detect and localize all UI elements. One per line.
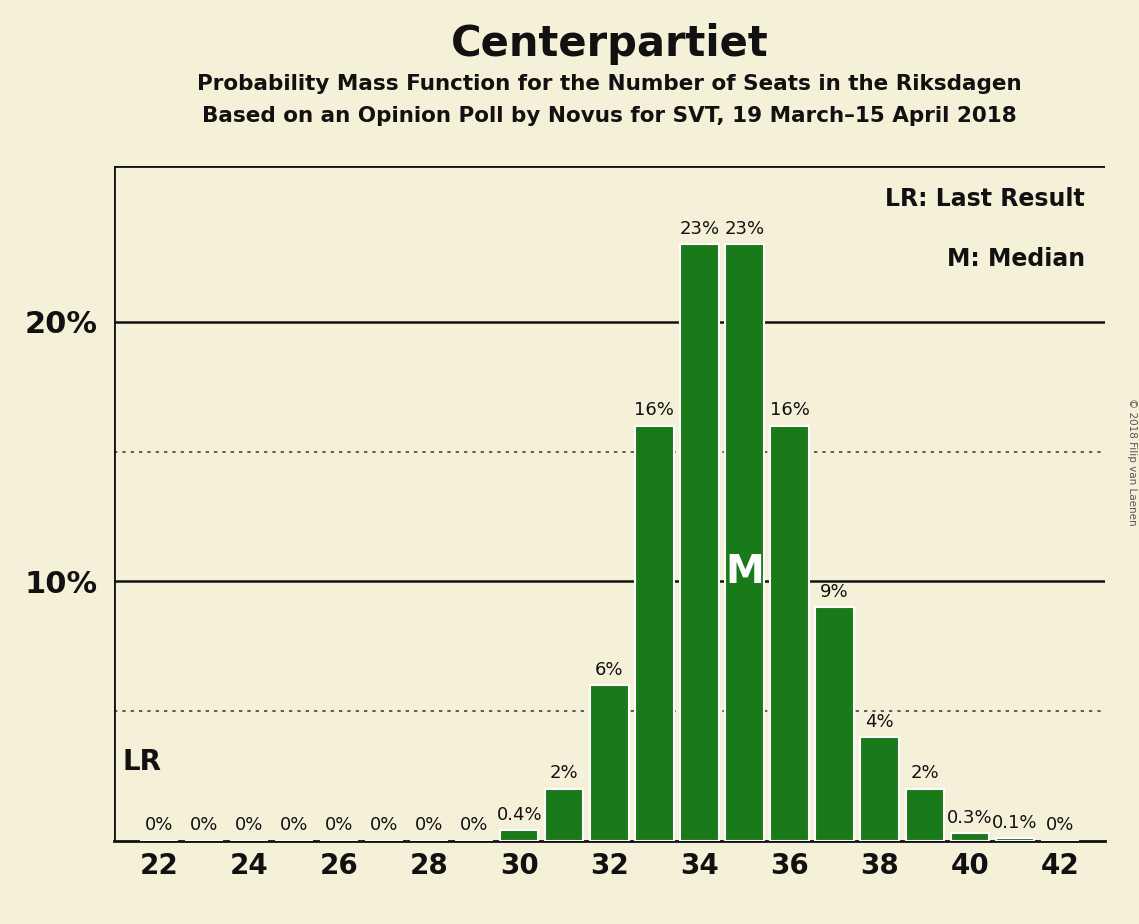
Text: LR: Last Result: LR: Last Result bbox=[885, 187, 1085, 211]
Bar bbox=[636, 426, 673, 841]
Text: Centerpartiet: Centerpartiet bbox=[451, 23, 768, 65]
Text: M: Median: M: Median bbox=[947, 248, 1085, 272]
Text: Probability Mass Function for the Number of Seats in the Riksdagen: Probability Mass Function for the Number… bbox=[197, 74, 1022, 94]
Text: Based on an Opinion Poll by Novus for SVT, 19 March–15 April 2018: Based on an Opinion Poll by Novus for SV… bbox=[202, 106, 1017, 127]
Text: 0%: 0% bbox=[370, 817, 399, 834]
Text: 9%: 9% bbox=[820, 583, 849, 601]
Text: 0.3%: 0.3% bbox=[947, 808, 992, 827]
Text: 23%: 23% bbox=[724, 220, 764, 237]
Bar bbox=[500, 831, 539, 841]
Bar bbox=[546, 789, 583, 841]
Bar bbox=[680, 244, 719, 841]
Text: 0%: 0% bbox=[460, 817, 489, 834]
Text: 4%: 4% bbox=[866, 712, 894, 731]
Text: 0%: 0% bbox=[145, 817, 173, 834]
Bar bbox=[770, 426, 809, 841]
Text: 0%: 0% bbox=[280, 817, 309, 834]
Text: 16%: 16% bbox=[634, 401, 674, 419]
Bar bbox=[995, 838, 1034, 841]
Bar bbox=[726, 244, 763, 841]
Bar bbox=[590, 686, 629, 841]
Text: 2%: 2% bbox=[550, 764, 579, 783]
Bar bbox=[951, 833, 989, 841]
Text: 23%: 23% bbox=[679, 220, 720, 237]
Bar bbox=[906, 789, 944, 841]
Text: 16%: 16% bbox=[770, 401, 810, 419]
Text: 0%: 0% bbox=[190, 817, 219, 834]
Text: 0.1%: 0.1% bbox=[992, 814, 1038, 832]
Text: 0%: 0% bbox=[235, 817, 263, 834]
Text: 0%: 0% bbox=[1046, 817, 1074, 834]
Text: LR: LR bbox=[123, 748, 162, 776]
Bar bbox=[816, 607, 854, 841]
Text: M: M bbox=[726, 553, 764, 591]
Text: 6%: 6% bbox=[595, 661, 624, 679]
Text: 0%: 0% bbox=[415, 817, 443, 834]
Text: 0%: 0% bbox=[325, 817, 353, 834]
Text: © 2018 Filip van Laenen: © 2018 Filip van Laenen bbox=[1126, 398, 1137, 526]
Bar bbox=[860, 737, 899, 841]
Text: 0.4%: 0.4% bbox=[497, 806, 542, 824]
Text: 2%: 2% bbox=[910, 764, 939, 783]
